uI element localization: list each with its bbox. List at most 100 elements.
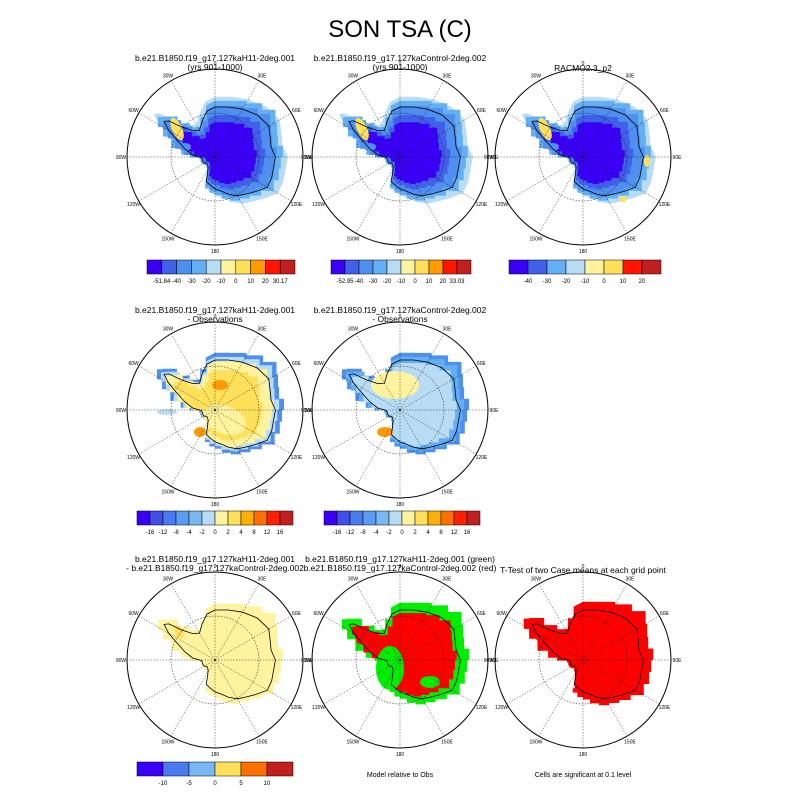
- colorbar-swatch: [240, 510, 255, 526]
- colorbar-tick-label: 30.17: [273, 279, 289, 285]
- lon-label: 30W: [531, 74, 542, 80]
- panel-title: b.e21.B1850.f19_g17.127kaH11-2deg.001 - …: [126, 554, 304, 573]
- map-border: [311, 68, 489, 246]
- meridian: [538, 156, 584, 234]
- colorbar-swatch: [386, 259, 402, 275]
- colorbar-tick-label: -8: [173, 530, 179, 536]
- colorbar-tick-label: 20: [440, 279, 447, 285]
- polar-map-p7: 0 30E 60E 90E 120E 150E 180 150W 120W 90W 60W 30W: [116, 564, 314, 758]
- lon-label: 120E: [659, 202, 671, 208]
- colorbar-tick-label: 0: [413, 279, 417, 285]
- lon-label: 120E: [659, 705, 671, 711]
- lon-label: 60E: [477, 611, 487, 617]
- plateau: [547, 122, 625, 184]
- colorbar-tick-label: 33.03: [449, 279, 465, 285]
- colorbar-swatch: [362, 510, 377, 526]
- map-border: [311, 321, 489, 499]
- lon-label: 0: [582, 61, 585, 67]
- lon-label: 0: [399, 61, 402, 67]
- coast-warm-east: [644, 155, 650, 167]
- colorbar-swatch: [375, 510, 390, 526]
- significant-cells: [523, 601, 654, 706]
- lon-label: 60E: [660, 611, 670, 617]
- lon-label: 60E: [477, 361, 487, 367]
- lon-label: 60E: [292, 361, 302, 367]
- lon-label: 150E: [441, 489, 453, 495]
- meridian: [582, 615, 660, 661]
- colorbar-tick-label: -2: [386, 530, 392, 536]
- colorbar-swatch: [400, 259, 416, 275]
- lon-label: 30W: [348, 577, 359, 583]
- lon-label: 60W: [496, 611, 507, 617]
- lon-label: 120W: [127, 705, 140, 711]
- colorbar-tick-label: 10: [264, 781, 271, 787]
- lon-label: 120E: [291, 705, 303, 711]
- lon-label: 150E: [441, 739, 453, 745]
- lon-label: 60W: [496, 108, 507, 114]
- meridian: [138, 409, 216, 455]
- lon-label: 90E: [305, 155, 315, 161]
- diff-field: [157, 603, 283, 704]
- meridian: [399, 156, 477, 202]
- warm-spot-2: [212, 380, 228, 390]
- colorbar-tick-label: -10: [217, 279, 226, 285]
- map-border: [494, 571, 672, 749]
- colorbar-tick-label: 16: [464, 530, 471, 536]
- lon-label: 60W: [128, 611, 139, 617]
- colorbar-swatch: [201, 510, 216, 526]
- coastline: [163, 609, 276, 700]
- lon-label: 30E: [258, 74, 268, 80]
- meridian: [323, 156, 401, 202]
- colorbar-swatch: [388, 510, 403, 526]
- ross-shelf: [179, 143, 191, 151]
- meridian: [323, 409, 401, 455]
- peninsula-sig: [532, 624, 546, 644]
- colorbar-swatch: [253, 510, 268, 526]
- lon-label: 60W: [128, 361, 139, 367]
- colorbar-swatch: [162, 510, 177, 526]
- panel-note: Cells are significant at 0.1 level: [534, 772, 632, 779]
- colorbar-swatch: [176, 259, 192, 275]
- lon-label: 90E: [490, 658, 500, 664]
- meridian: [214, 409, 260, 487]
- lon-label: 30E: [626, 577, 636, 583]
- meridian: [170, 80, 216, 158]
- colorbar-swatch: [191, 259, 207, 275]
- polar-map-p8: 0 30E 60E 90E 120E 150E 180 150W 120W 90W 60W 30W: [301, 564, 500, 758]
- colorbar-swatch: [336, 510, 351, 526]
- lon-label: 0: [214, 314, 217, 320]
- ross-shelf: [364, 143, 376, 151]
- colorbar-swatch: [279, 259, 296, 275]
- lon-label: 30E: [258, 577, 268, 583]
- colorbar-swatch: [146, 259, 163, 275]
- coastline: [348, 609, 461, 700]
- colorbar-swatch: [214, 761, 242, 777]
- colorbar-swatch: [428, 259, 444, 275]
- meridian: [582, 659, 660, 705]
- colorbar-tick-label: 0: [213, 530, 217, 536]
- colorbar-swatch: [161, 259, 177, 275]
- lon-label: 120W: [127, 455, 140, 461]
- colorbar-swatch: [188, 761, 216, 777]
- meridian: [214, 112, 292, 158]
- colorbar-swatch: [442, 259, 458, 275]
- colorbar-swatch: [330, 259, 346, 275]
- lon-label: 120E: [476, 705, 488, 711]
- meridian: [323, 659, 401, 705]
- panel-title: RACMO2.3_p2: [554, 63, 612, 73]
- lon-label: 30W: [163, 327, 174, 333]
- panel-title: b.e21.B1850.f19_g17.127kaH11-2deg.001 (y…: [134, 53, 296, 72]
- lon-label: 30W: [348, 74, 359, 80]
- meridian: [323, 615, 401, 661]
- map-border: [494, 68, 672, 246]
- colorbar-tick-label: 12: [264, 530, 271, 536]
- lon-label: 30E: [443, 74, 453, 80]
- colorbar-p3: -40 -30 -20 -10 0 10 20: [508, 259, 662, 285]
- colorbar-swatch: [279, 510, 294, 526]
- colorbar-swatch: [414, 510, 429, 526]
- colorbar-p2: -52.95 -40 -30 -20 -10 0 10 20 33.03: [330, 259, 472, 285]
- colorbar-p5: -16 -12 -8 -4 -2 0 2 4 8 12 16: [323, 510, 481, 536]
- colorbar-tick-label: -2: [199, 530, 205, 536]
- meridian: [506, 615, 584, 661]
- lat-circle: [355, 112, 445, 202]
